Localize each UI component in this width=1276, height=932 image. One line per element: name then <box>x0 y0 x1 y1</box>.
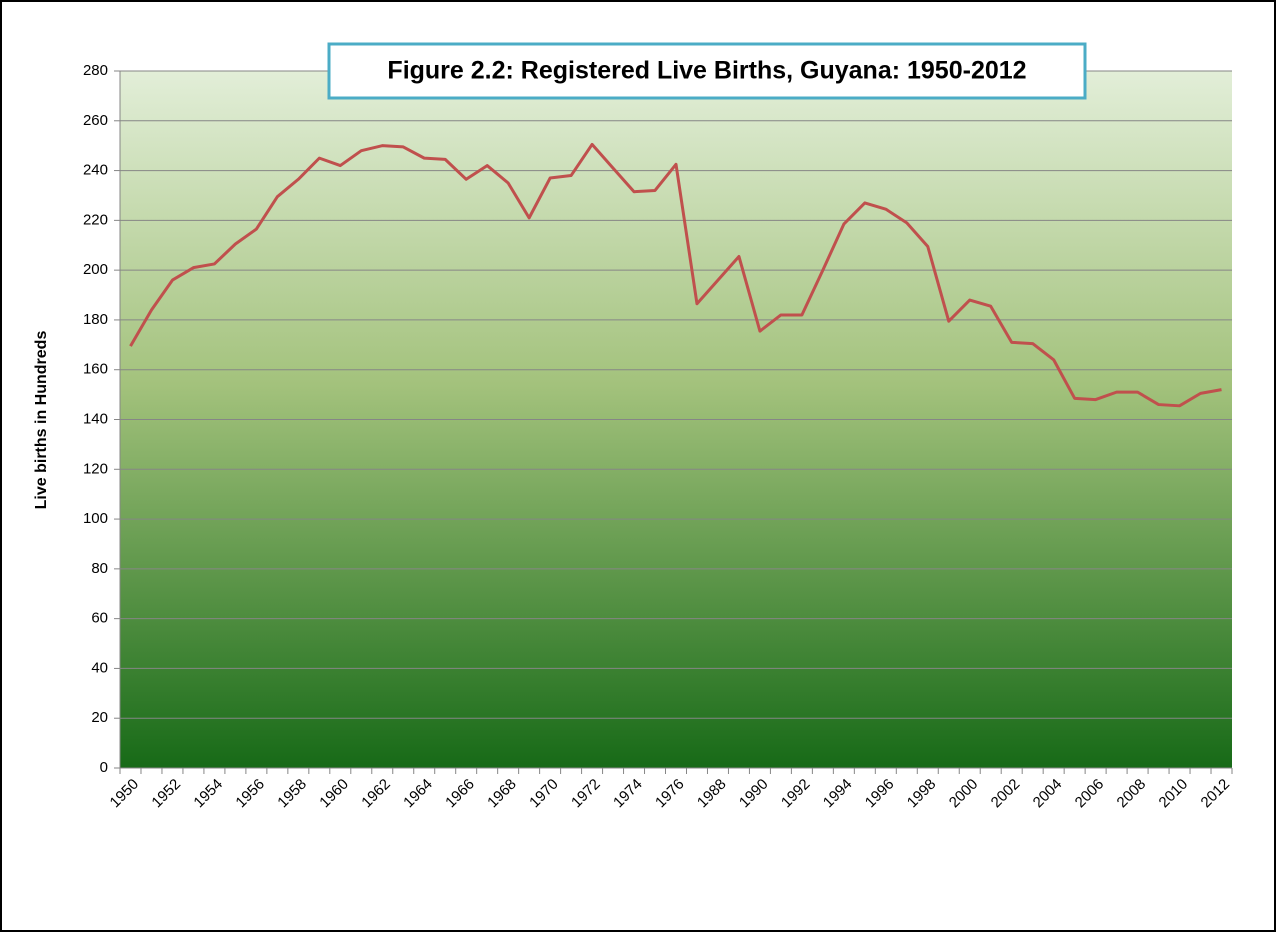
y-tick-label: 240 <box>83 162 108 179</box>
y-tick-label: 160 <box>83 361 108 378</box>
y-tick-label: 20 <box>91 709 108 726</box>
chart-title: Figure 2.2: Registered Live Births, Guya… <box>387 57 1026 85</box>
y-tick-label: 0 <box>100 759 108 776</box>
y-tick-label: 40 <box>91 659 108 676</box>
y-tick-label: 220 <box>83 211 108 228</box>
data-line <box>129 142 1222 408</box>
y-tick-label: 140 <box>83 410 108 427</box>
y-tick-label: 260 <box>83 112 108 129</box>
y-tick-label: 80 <box>91 560 108 577</box>
y-tick-label: 200 <box>83 261 108 278</box>
y-tick-label: 280 <box>83 62 108 79</box>
y-tick-label: 180 <box>83 311 108 328</box>
y-axis-label: Live births in Hundreds <box>33 331 50 510</box>
y-tick-label: 120 <box>83 460 108 477</box>
y-tick-label: 60 <box>91 610 108 627</box>
title-box <box>327 42 1087 100</box>
y-tick-label: 100 <box>83 510 108 527</box>
